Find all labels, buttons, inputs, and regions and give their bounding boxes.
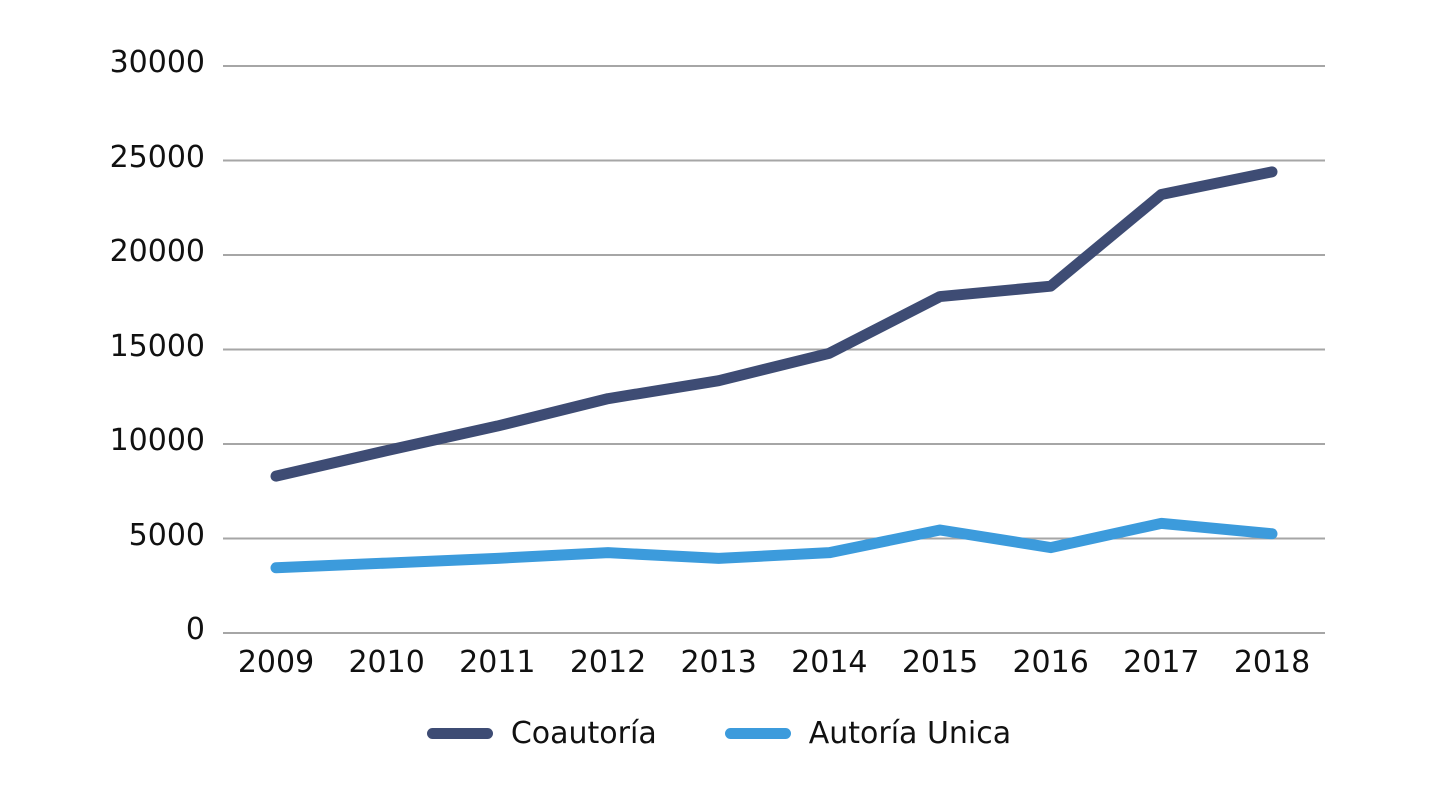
series-line-1 (270, 517, 1278, 574)
x-tick-label-2015: 2015 (901, 645, 979, 680)
y-tick-label-20000: 20000 (109, 234, 205, 269)
y-tick-label-15000: 15000 (109, 328, 205, 364)
x-tick-label-2014: 2014 (791, 645, 868, 680)
x-tick-label-2017: 2017 (1123, 645, 1200, 680)
data-series-group (270, 166, 1278, 574)
legend-swatch-coautoria (426, 728, 493, 739)
gridlines (223, 65, 1325, 634)
legend-label-1: Autoría Unica (808, 716, 1012, 751)
chart-legend: Coautoría Autoría Unica (0, 716, 1438, 751)
x-tick-label-2016: 2016 (1012, 645, 1089, 680)
x-tick-label-2010: 2010 (348, 645, 425, 680)
y-tick-label-10000: 10000 (109, 423, 205, 458)
legend-label-0: Coautoría (510, 716, 657, 751)
x-tick-label-2012: 2012 (569, 645, 647, 680)
series-line-0 (270, 166, 1278, 482)
legend-entry-0[interactable]: Coautoría (426, 716, 657, 751)
y-tick-label-30000: 30000 (109, 45, 205, 80)
y-tick-label-25000: 25000 (109, 139, 205, 175)
legend-swatch-autoria-unica (724, 728, 791, 739)
legend-entry-1[interactable]: Autoría Unica (724, 716, 1012, 751)
x-tick-label-2009: 2009 (237, 645, 315, 680)
y-tick-label-0: 0 (185, 612, 205, 647)
y-tick-label-5000: 5000 (128, 517, 205, 553)
x-tick-label-2018: 2018 (1233, 645, 1311, 680)
x-tick-label-2011: 2011 (459, 645, 536, 680)
x-tick-label-2013: 2013 (680, 645, 757, 680)
